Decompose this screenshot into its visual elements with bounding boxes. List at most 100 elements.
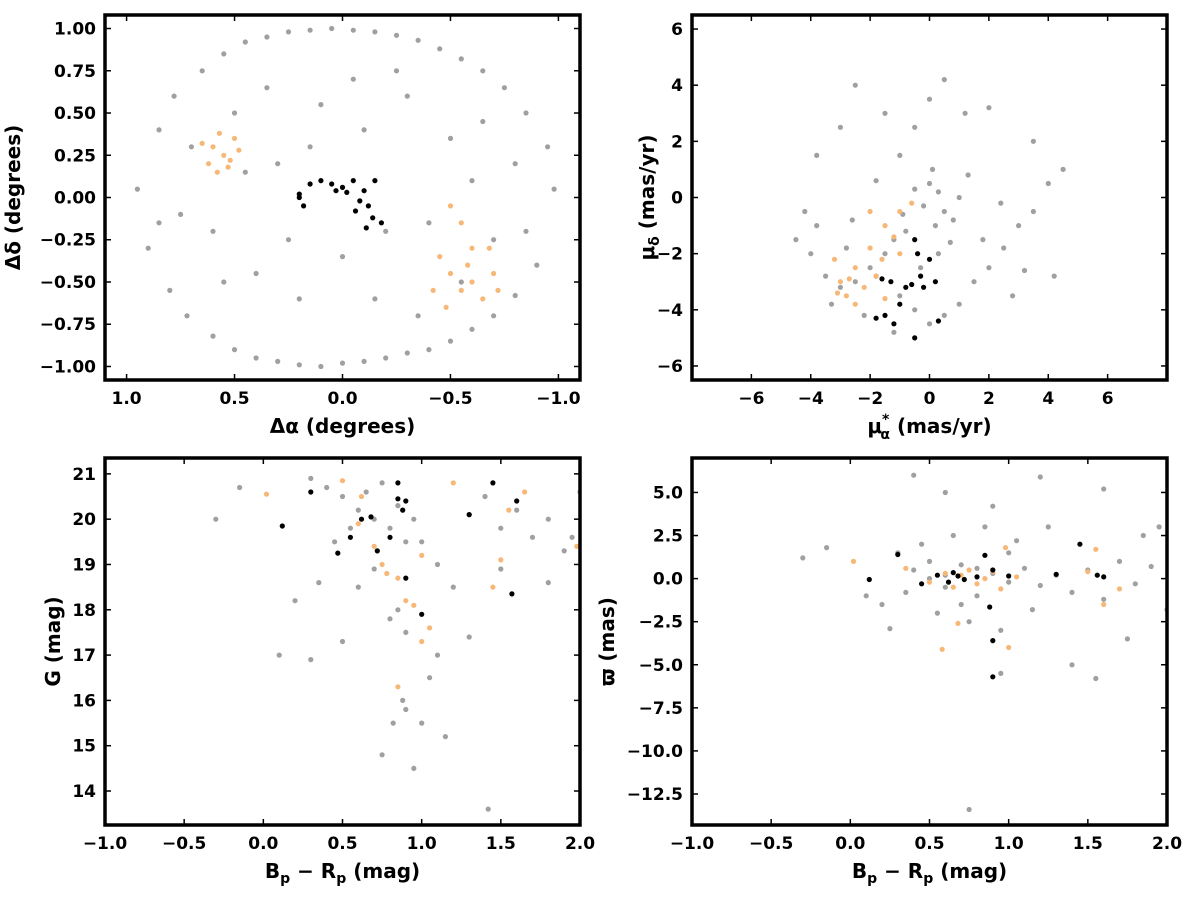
data-point-field-31 <box>1060 166 1066 172</box>
data-point-group-orange-16 <box>411 602 417 608</box>
data-point-field-11 <box>867 265 873 271</box>
data-point-field-56 <box>178 211 184 217</box>
data-point-group-orange-7 <box>403 598 409 604</box>
data-point-group-black-5 <box>882 312 888 318</box>
y-tick-label: 16 <box>72 691 96 711</box>
data-point-field-0 <box>339 493 346 500</box>
x-tick-label: 1.0 <box>994 834 1024 854</box>
data-point-field-59 <box>372 296 378 302</box>
data-point-field-18 <box>545 516 551 522</box>
y-tick-label: 0.75 <box>54 62 96 82</box>
y-tick-label: −0.25 <box>40 231 96 251</box>
data-point-field-29 <box>911 472 917 478</box>
data-point-group-orange-11 <box>891 234 897 240</box>
data-point-group-orange-19 <box>430 287 436 293</box>
data-point-field-43 <box>802 208 808 215</box>
data-point-field-23 <box>998 627 1004 633</box>
data-point-field-27 <box>1001 245 1007 251</box>
data-point-field-49 <box>974 565 980 571</box>
data-point-group-black-7 <box>387 534 393 540</box>
data-point-field-25 <box>404 350 410 356</box>
data-point-group-black-11 <box>395 480 401 486</box>
data-point-field-41 <box>442 734 448 740</box>
data-point-field-3 <box>167 287 173 293</box>
data-point-field-44 <box>1156 524 1162 530</box>
data-point-group-black-13 <box>419 611 425 617</box>
y-axis-title: μδ (mas/yr) <box>635 134 663 260</box>
data-point-field-37 <box>941 77 947 83</box>
data-point-field-41 <box>887 626 893 632</box>
y-tick-label: 2 <box>671 132 683 152</box>
data-point-group-black-17 <box>372 178 378 184</box>
data-point-group-orange-22 <box>486 245 492 251</box>
data-point-group-orange-17 <box>480 296 486 302</box>
data-point-field-24 <box>956 301 962 307</box>
data-point-field-16 <box>307 27 313 33</box>
y-tick-label: 21 <box>72 465 96 485</box>
data-point-field-26 <box>903 589 909 596</box>
x-tick-label: 0.0 <box>327 389 357 409</box>
y-tick-label: −0.75 <box>40 315 96 335</box>
y-tick-label: 6 <box>671 20 683 40</box>
data-point-field-12 <box>264 34 270 40</box>
x-tick-label: 0.5 <box>219 389 249 409</box>
data-point-field-66 <box>156 220 162 226</box>
data-point-field-21 <box>966 619 972 625</box>
data-point-group-black-13 <box>879 276 885 282</box>
data-point-field-15 <box>296 362 302 368</box>
data-point-group-orange-7 <box>974 581 980 587</box>
data-point-field-34 <box>926 96 933 102</box>
y-tick-label: 0 <box>671 189 683 209</box>
data-point-field-45 <box>926 558 933 565</box>
data-point-group-black-5 <box>368 514 374 520</box>
data-point-field-19 <box>339 360 346 366</box>
data-point-group-orange-2 <box>231 135 238 141</box>
x-tick-label: 1.5 <box>486 834 516 854</box>
data-point-field-16 <box>793 237 799 243</box>
data-point-field-43 <box>390 720 396 726</box>
data-point-field-16 <box>514 507 520 513</box>
data-point-field-41 <box>837 124 844 130</box>
data-point-group-orange-15 <box>490 584 496 590</box>
data-point-group-black-9 <box>912 335 918 341</box>
data-point-group-orange-10 <box>831 256 838 262</box>
data-point-field-23 <box>941 312 947 318</box>
data-point-group-orange-17 <box>384 570 390 577</box>
data-point-field-31 <box>237 484 243 491</box>
data-point-group-orange-3 <box>942 570 948 577</box>
data-point-field-4 <box>403 539 409 545</box>
data-point-field-7 <box>956 194 962 201</box>
data-point-group-black-10 <box>987 604 993 610</box>
x-tick-label: −1.0 <box>83 834 128 854</box>
data-point-group-black-1 <box>926 256 933 262</box>
data-point-field-23 <box>383 355 389 361</box>
data-point-field-39 <box>551 186 557 192</box>
data-point-group-orange-0 <box>897 208 903 215</box>
plot-frame <box>690 456 1169 827</box>
y-tick-label: 0.50 <box>54 104 96 124</box>
data-point-field-1 <box>935 189 942 195</box>
data-point-field-47 <box>1006 550 1012 556</box>
data-point-field-44 <box>275 161 281 167</box>
data-point-group-black-10 <box>932 279 939 285</box>
data-point-field-59 <box>1051 273 1057 279</box>
data-point-field-40 <box>1030 138 1036 144</box>
data-point-field-35 <box>512 292 518 299</box>
data-point-field-24 <box>1014 538 1020 544</box>
data-point-field-62 <box>264 85 270 91</box>
data-point-group-orange-19 <box>1014 574 1020 580</box>
data-point-field-34 <box>501 85 507 91</box>
data-point-group-orange-14 <box>574 543 580 550</box>
data-point-field-19 <box>561 548 567 554</box>
data-point-field-12 <box>450 584 456 590</box>
data-point-group-black-11 <box>990 567 996 573</box>
data-point-field-15 <box>498 525 504 531</box>
data-point-group-black-3 <box>307 181 313 187</box>
data-point-field-48 <box>935 251 942 257</box>
data-point-field-29 <box>1030 208 1036 215</box>
data-point-field-2 <box>156 127 162 133</box>
data-point-field-3 <box>941 208 947 215</box>
data-point-group-orange-8 <box>982 576 988 582</box>
data-points <box>793 77 1066 341</box>
data-point-group-black-9 <box>400 507 406 513</box>
